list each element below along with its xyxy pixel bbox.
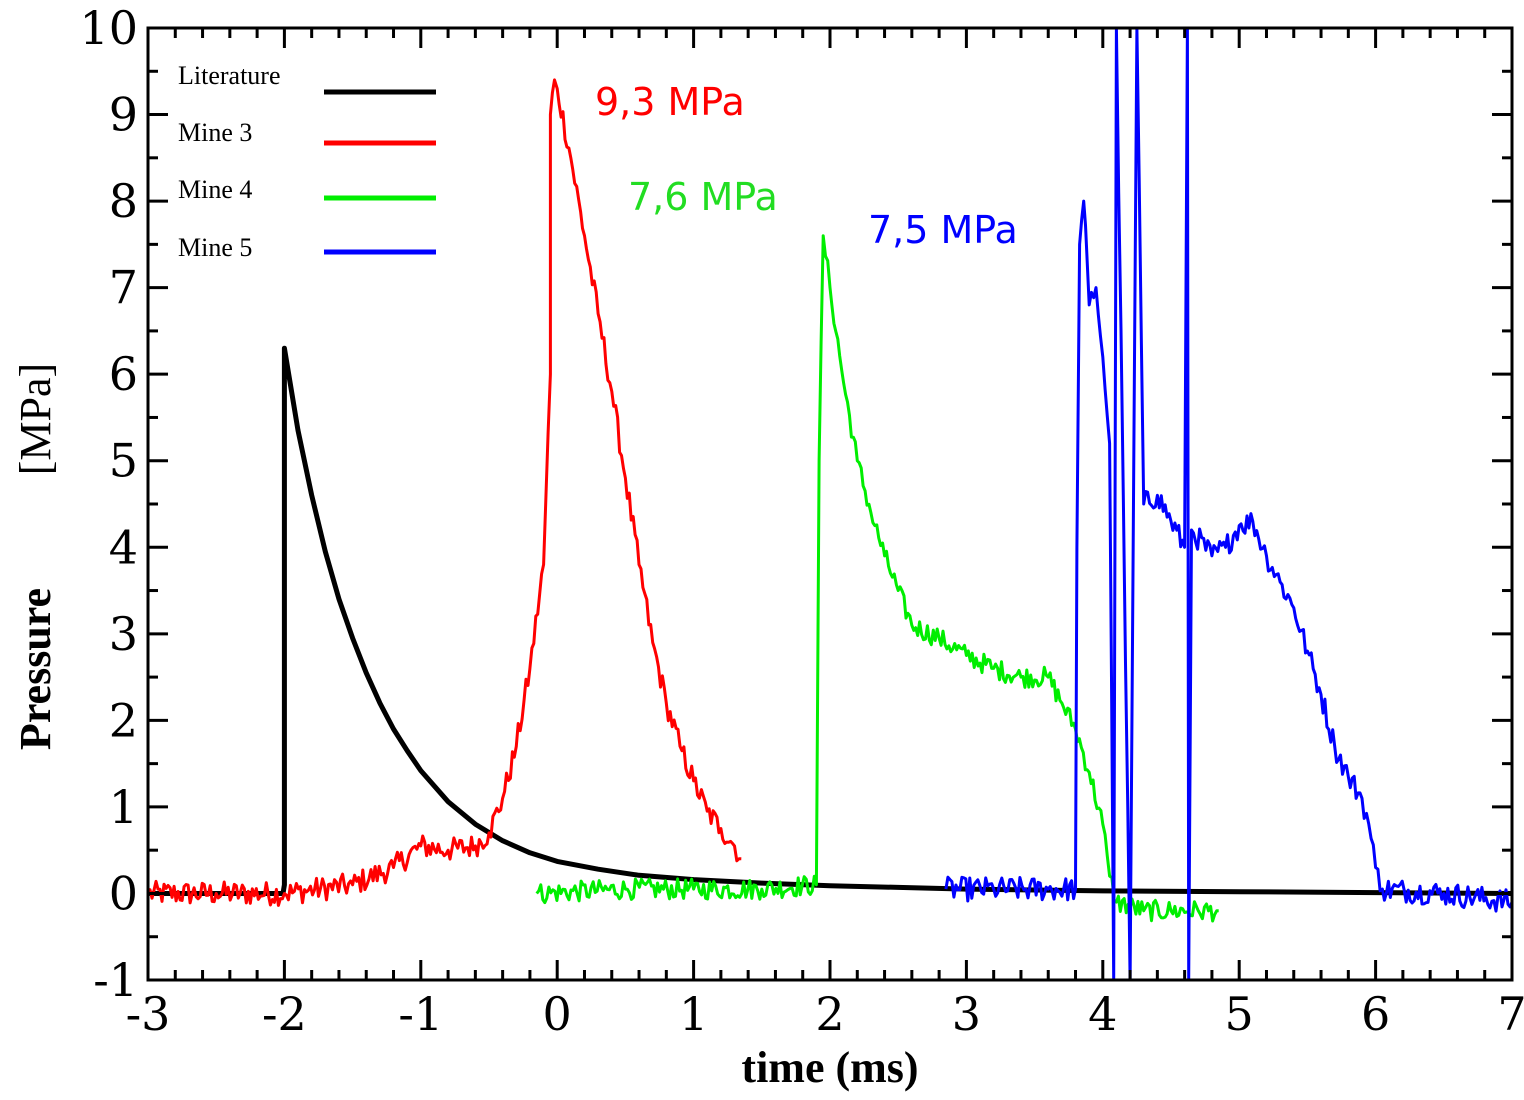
y-tick-label: 9 bbox=[109, 88, 138, 142]
x-tick-label: 6 bbox=[1361, 987, 1390, 1041]
y-axis-title: Pressure [MPa] bbox=[11, 363, 60, 750]
axis-ticks bbox=[146, 26, 1514, 982]
x-tick-label: 7 bbox=[1497, 987, 1524, 1041]
series-line-mine-4 bbox=[535, 234, 1219, 923]
y-tick-label: 4 bbox=[109, 520, 138, 574]
annotation-mine-3-peak: 9,3 MPa bbox=[595, 80, 745, 124]
y-tick-label: 5 bbox=[109, 434, 138, 488]
legend-label-mine-3: Mine 3 bbox=[178, 118, 252, 147]
x-axis-title: time (ms) bbox=[741, 1043, 918, 1092]
y-tick-label: 1 bbox=[109, 780, 138, 834]
tick-labels: -3 -2 -1 0 1 2 3 4 5 6 7 -1 0 1 2 3 4 5 6 7 8 9 10 bbox=[79, 1, 1524, 1041]
x-tick-label: 0 bbox=[543, 987, 572, 1041]
y-tick-label: 7 bbox=[109, 261, 138, 315]
annotation-mine-5-peak: 7,5 MPa bbox=[868, 208, 1018, 252]
x-tick-label: -2 bbox=[262, 987, 307, 1041]
y-tick-label: -1 bbox=[93, 953, 138, 1007]
y-tick-label: 6 bbox=[109, 347, 138, 401]
series-line-mine-5 bbox=[944, 26, 1514, 982]
plot-frame bbox=[146, 26, 1514, 982]
annotation-mine-4-peak: 7,6 MPa bbox=[628, 175, 778, 219]
series-line-literature bbox=[148, 345, 1513, 896]
legend-label-mine-5: Mine 5 bbox=[178, 233, 252, 262]
y-tick-label: 8 bbox=[109, 174, 138, 228]
y-axis-title-bold: Pressure bbox=[11, 588, 60, 750]
legend-label-mine-4: Mine 4 bbox=[178, 175, 252, 204]
y-tick-label: 3 bbox=[109, 607, 138, 661]
legend-label-literature: Literature bbox=[178, 61, 281, 90]
y-axis-title-unit: [MPa] bbox=[11, 363, 60, 475]
y-tick-label: 2 bbox=[109, 693, 138, 747]
x-tick-label: 4 bbox=[1088, 987, 1117, 1041]
y-tick-label: 0 bbox=[109, 866, 138, 920]
plot-lines bbox=[146, 26, 1514, 982]
x-tick-label: 1 bbox=[679, 987, 708, 1041]
x-tick-label: -1 bbox=[398, 987, 443, 1041]
x-tick-label: 5 bbox=[1225, 987, 1254, 1041]
x-tick-label: -3 bbox=[126, 987, 171, 1041]
legend: Literature Mine 3 Mine 4 Mine 5 bbox=[178, 61, 436, 262]
x-tick-label: 3 bbox=[952, 987, 981, 1041]
x-tick-label: 2 bbox=[815, 987, 844, 1041]
y-tick-label: 10 bbox=[79, 1, 138, 55]
series-line-mine-3 bbox=[146, 78, 742, 907]
